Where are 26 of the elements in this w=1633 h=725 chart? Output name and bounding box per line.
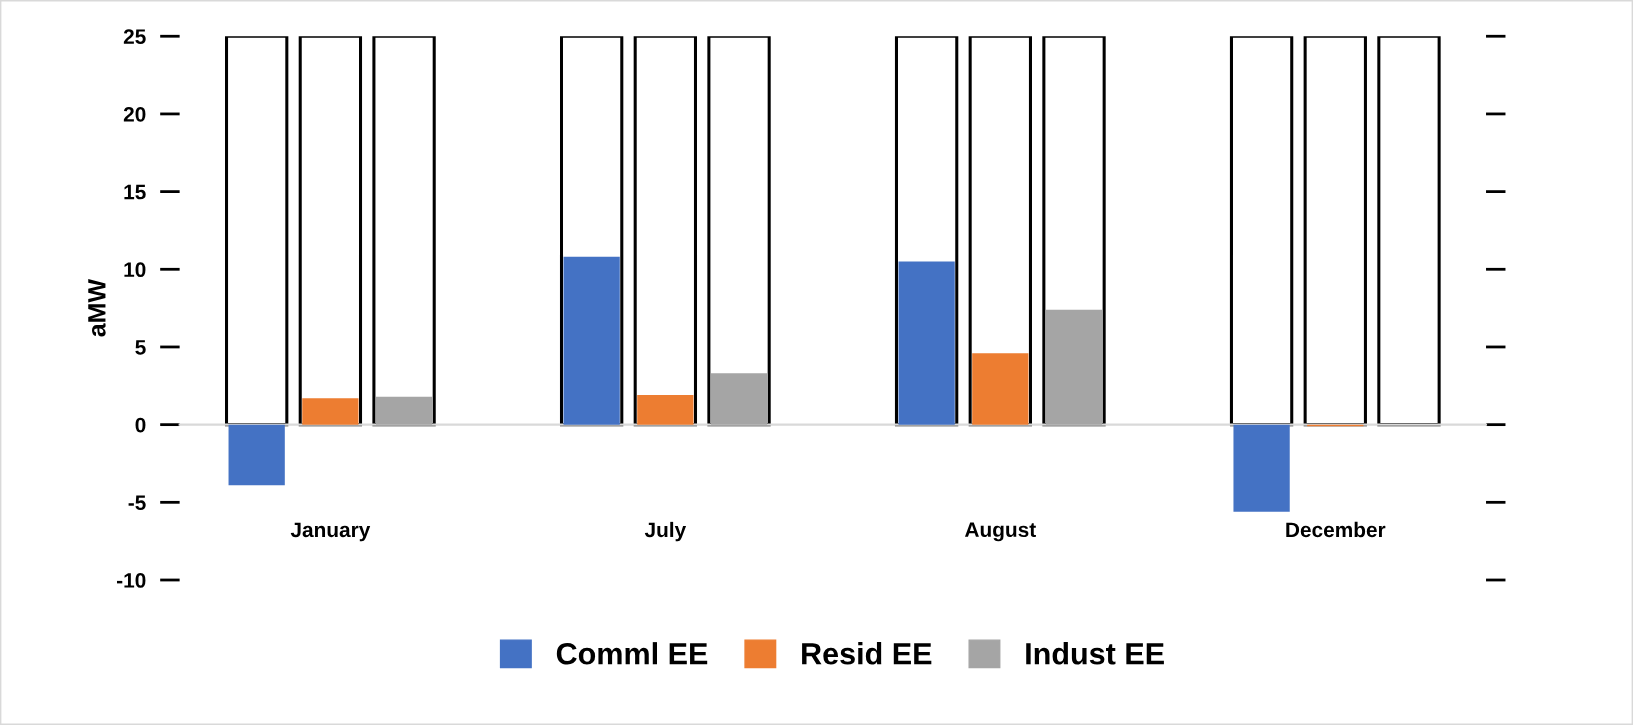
x-tick-label: December	[1286, 521, 1386, 538]
bar	[302, 398, 359, 425]
bar	[1045, 309, 1103, 425]
y-axis-title: aMW	[88, 278, 106, 337]
y-tick-label: -10	[117, 573, 146, 588]
bar	[710, 373, 768, 425]
x-tick-label: January	[290, 522, 371, 542]
legend-label: Resid EE	[802, 642, 932, 665]
bar	[375, 396, 433, 425]
legend-label: Comml EE	[556, 642, 708, 665]
y-tick-label: 10	[124, 262, 146, 278]
y-tick-label: 15	[124, 184, 146, 200]
y-tick-label: 20	[123, 106, 146, 122]
bar	[1233, 424, 1290, 512]
y-tick-label: 0	[135, 417, 146, 433]
bar	[637, 395, 694, 425]
bar	[228, 424, 285, 486]
x-tick-label: August	[964, 522, 1036, 542]
x-tick-label: July	[644, 521, 687, 542]
legend-label: Indust EE	[1026, 642, 1164, 665]
y-tick-label: 25	[123, 29, 146, 44]
y-tick-label: 5	[135, 340, 146, 355]
bar	[898, 261, 955, 425]
bar	[972, 353, 1029, 425]
bar	[563, 256, 620, 425]
y-tick-label: -5	[128, 495, 146, 511]
